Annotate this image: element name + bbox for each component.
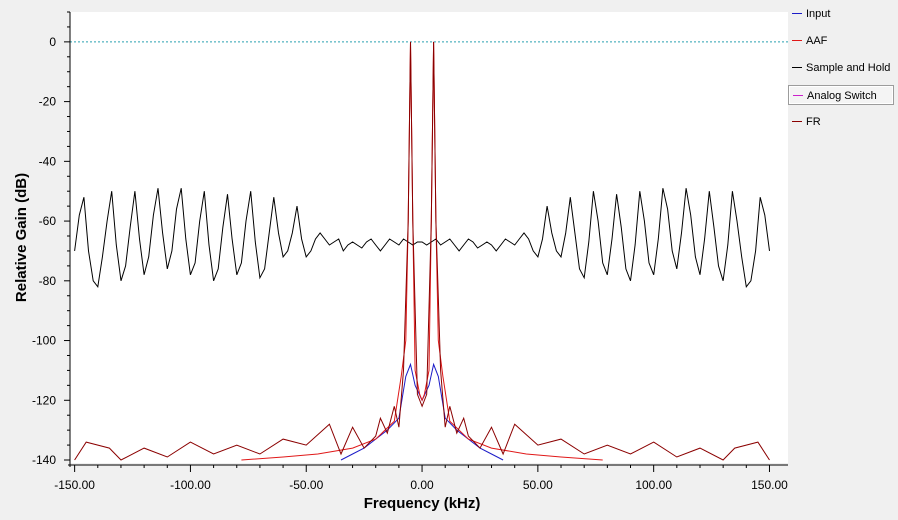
y-tick-label: -20: [39, 95, 57, 109]
legend-label-input: Input: [806, 8, 831, 20]
legend-swatch-fr: [792, 121, 802, 122]
legend-item-aaf[interactable]: AAF: [788, 31, 894, 51]
legend-label-aaf: AAF: [806, 35, 828, 47]
x-tick-label: -150.00: [54, 478, 95, 492]
legend-label-sample-and-hold: Sample and Hold: [806, 62, 891, 74]
y-axis-title: Relative Gain (dB): [13, 173, 30, 302]
x-tick-label: 100.00: [635, 478, 672, 492]
x-tick-label: -100.00: [170, 478, 211, 492]
plot-area: 0 -20 -40 -60 -80 -100 -120 -140 -150.00 -100.00 -…: [13, 11, 788, 512]
series-line-aaf: [241, 41, 603, 461]
x-tick-label: 0.00: [410, 478, 434, 492]
y-tick-label: -80: [39, 274, 57, 288]
y-tick-label: 0: [49, 35, 56, 49]
y-tick-label: -120: [32, 393, 56, 407]
y-tick-label: -60: [39, 214, 57, 228]
chart-svg: 0 -20 -40 -60 -80 -100 -120 -140 -150.00 -100.00 -…: [13, 11, 788, 512]
legend-swatch-input: [792, 13, 802, 14]
legend-swatch-sample-and-hold: [792, 67, 802, 68]
x-axis-title: Frequency (kHz): [364, 495, 481, 512]
legend-label-fr: FR: [806, 116, 821, 128]
y-tick-label: -40: [39, 154, 57, 168]
series-line-sample-and-hold: [74, 188, 770, 289]
y-tick-label: -100: [32, 334, 56, 348]
plot-background: [70, 12, 788, 463]
legend-item-sample-and-hold[interactable]: Sample and Hold: [788, 58, 894, 78]
legend-swatch-aaf: [792, 40, 802, 41]
legend: Input AAF Sample and Hold Analog Switch …: [788, 4, 894, 516]
y-tick-label: -140: [32, 453, 56, 467]
series-line-fr: [74, 41, 770, 461]
x-tick-label: -50.00: [289, 478, 323, 492]
legend-swatch-analog-switch: [793, 95, 803, 96]
legend-item-input[interactable]: Input: [788, 4, 894, 24]
x-tick-label: 150.00: [751, 478, 788, 492]
legend-label-analog-switch: Analog Switch: [807, 90, 877, 102]
legend-item-fr[interactable]: FR: [788, 112, 894, 132]
x-tick-label: 50.00: [523, 478, 553, 492]
legend-item-analog-switch[interactable]: Analog Switch: [788, 85, 894, 105]
